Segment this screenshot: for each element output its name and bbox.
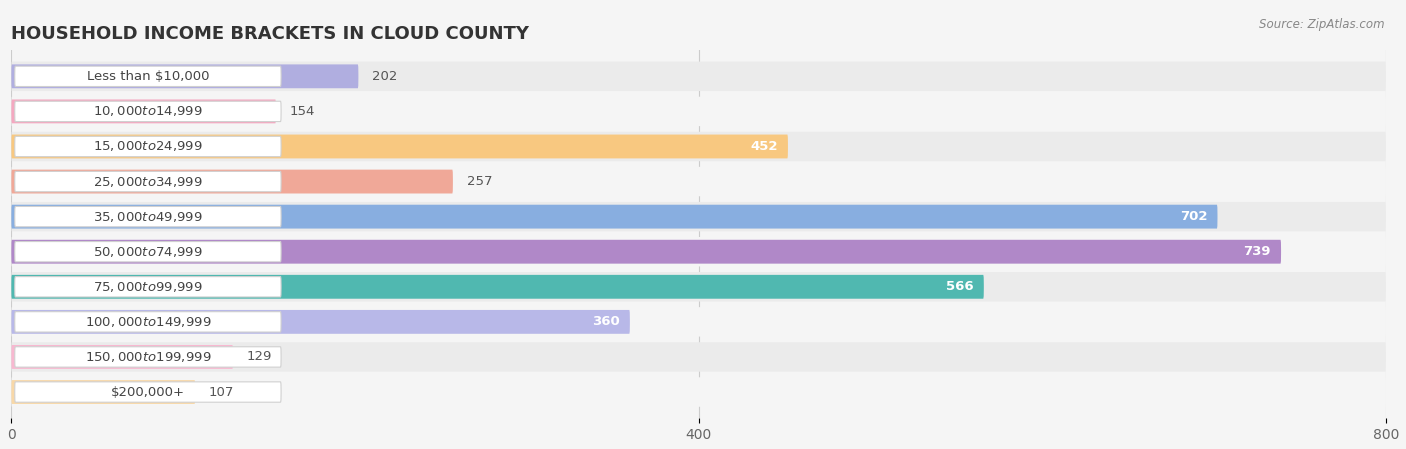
FancyBboxPatch shape <box>14 207 281 227</box>
FancyBboxPatch shape <box>11 272 1386 302</box>
FancyBboxPatch shape <box>11 240 1281 264</box>
FancyBboxPatch shape <box>11 307 1386 337</box>
FancyBboxPatch shape <box>14 242 281 262</box>
FancyBboxPatch shape <box>11 380 195 404</box>
FancyBboxPatch shape <box>14 312 281 332</box>
Text: 452: 452 <box>751 140 778 153</box>
FancyBboxPatch shape <box>11 342 1386 372</box>
Text: $15,000 to $24,999: $15,000 to $24,999 <box>93 140 202 154</box>
Text: 702: 702 <box>1180 210 1208 223</box>
FancyBboxPatch shape <box>11 135 787 158</box>
FancyBboxPatch shape <box>11 377 1386 407</box>
FancyBboxPatch shape <box>11 202 1386 231</box>
FancyBboxPatch shape <box>11 345 233 369</box>
Text: $50,000 to $74,999: $50,000 to $74,999 <box>93 245 202 259</box>
FancyBboxPatch shape <box>14 277 281 297</box>
FancyBboxPatch shape <box>14 347 281 367</box>
Text: 202: 202 <box>373 70 398 83</box>
FancyBboxPatch shape <box>11 237 1386 266</box>
Text: $25,000 to $34,999: $25,000 to $34,999 <box>93 175 202 189</box>
Text: $35,000 to $49,999: $35,000 to $49,999 <box>93 210 202 224</box>
FancyBboxPatch shape <box>11 62 1386 91</box>
FancyBboxPatch shape <box>11 170 453 194</box>
Text: 566: 566 <box>946 280 973 293</box>
Text: HOUSEHOLD INCOME BRACKETS IN CLOUD COUNTY: HOUSEHOLD INCOME BRACKETS IN CLOUD COUNT… <box>11 25 529 43</box>
Text: 107: 107 <box>209 386 235 399</box>
Text: $150,000 to $199,999: $150,000 to $199,999 <box>84 350 211 364</box>
FancyBboxPatch shape <box>11 64 359 88</box>
FancyBboxPatch shape <box>11 132 1386 161</box>
FancyBboxPatch shape <box>11 275 984 299</box>
FancyBboxPatch shape <box>11 205 1218 229</box>
Text: $100,000 to $149,999: $100,000 to $149,999 <box>84 315 211 329</box>
FancyBboxPatch shape <box>14 382 281 402</box>
Text: 739: 739 <box>1243 245 1271 258</box>
Text: 257: 257 <box>467 175 492 188</box>
Text: 129: 129 <box>246 351 273 363</box>
FancyBboxPatch shape <box>11 310 630 334</box>
Text: $10,000 to $14,999: $10,000 to $14,999 <box>93 105 202 119</box>
FancyBboxPatch shape <box>14 101 281 122</box>
Text: 360: 360 <box>592 315 620 328</box>
FancyBboxPatch shape <box>11 97 1386 126</box>
Text: Source: ZipAtlas.com: Source: ZipAtlas.com <box>1260 18 1385 31</box>
FancyBboxPatch shape <box>14 66 281 87</box>
Text: 154: 154 <box>290 105 315 118</box>
FancyBboxPatch shape <box>11 100 276 123</box>
FancyBboxPatch shape <box>11 167 1386 196</box>
Text: Less than $10,000: Less than $10,000 <box>87 70 209 83</box>
FancyBboxPatch shape <box>14 172 281 192</box>
Text: $200,000+: $200,000+ <box>111 386 186 399</box>
FancyBboxPatch shape <box>14 136 281 157</box>
Text: $75,000 to $99,999: $75,000 to $99,999 <box>93 280 202 294</box>
